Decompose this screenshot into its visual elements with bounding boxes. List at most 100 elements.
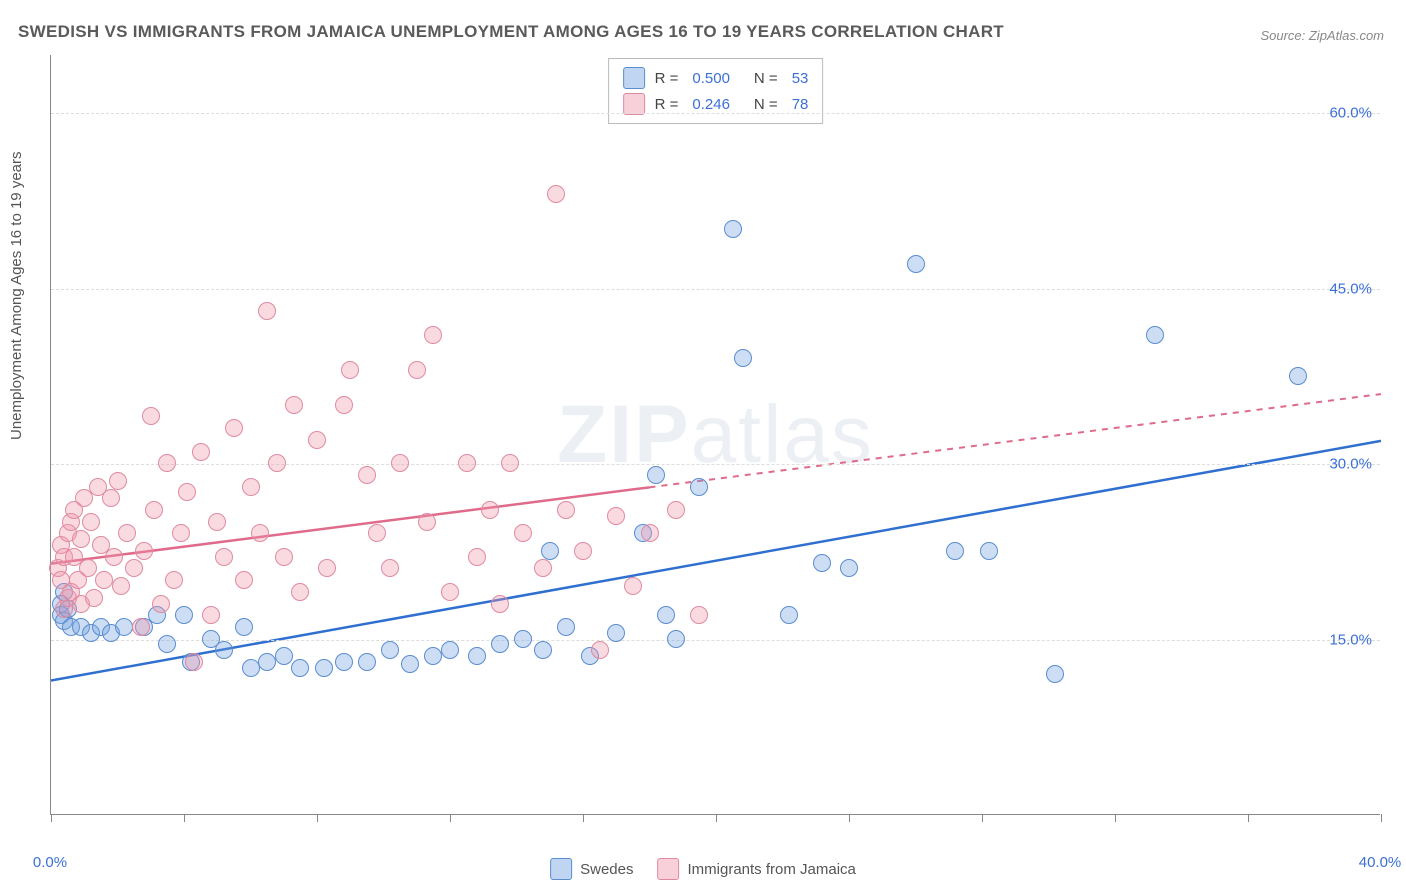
- swedes-point: [734, 349, 752, 367]
- x-tick: [849, 814, 850, 822]
- swedes-point: [980, 542, 998, 560]
- legend-label: Swedes: [580, 861, 633, 878]
- swedes-point: [441, 641, 459, 659]
- jamaica-point: [109, 472, 127, 490]
- jamaica-point: [125, 559, 143, 577]
- r-value: 0.246: [692, 96, 730, 113]
- jamaica-point: [142, 407, 160, 425]
- swedes-point: [335, 653, 353, 671]
- jamaica-point: [514, 524, 532, 542]
- swedes-point: [315, 659, 333, 677]
- swedes-point: [258, 653, 276, 671]
- jamaica-point: [82, 513, 100, 531]
- jamaica-point: [641, 524, 659, 542]
- jamaica-point: [178, 483, 196, 501]
- swedes-point: [1146, 326, 1164, 344]
- jamaica-point: [667, 501, 685, 519]
- jamaica-point: [235, 571, 253, 589]
- swedes-point: [514, 630, 532, 648]
- jamaica-point: [112, 577, 130, 595]
- stats-legend-row: R =0.500N =53: [623, 65, 809, 91]
- swedes-point: [813, 554, 831, 572]
- x-tick: [583, 814, 584, 822]
- n-value: 78: [792, 96, 809, 113]
- jamaica-point: [72, 530, 90, 548]
- swedes-point: [657, 606, 675, 624]
- jamaica-point: [368, 524, 386, 542]
- gridline: [51, 289, 1380, 290]
- jamaica-point: [202, 606, 220, 624]
- swedes-point: [534, 641, 552, 659]
- swedes-point: [491, 635, 509, 653]
- jamaica-point: [607, 507, 625, 525]
- x-tick: [982, 814, 983, 822]
- jamaica-point: [418, 513, 436, 531]
- swedes-point: [946, 542, 964, 560]
- swedes-point: [424, 647, 442, 665]
- swedes-point: [358, 653, 376, 671]
- jamaica-point: [165, 571, 183, 589]
- jamaica-point: [318, 559, 336, 577]
- watermark: ZIPatlas: [557, 388, 874, 482]
- jamaica-point: [547, 185, 565, 203]
- swedes-point: [275, 647, 293, 665]
- jamaica-point: [624, 577, 642, 595]
- jamaica-point: [308, 431, 326, 449]
- swedes-point: [242, 659, 260, 677]
- plot-area: ZIPatlas R =0.500N =53R =0.246N =78 15.0…: [50, 55, 1380, 815]
- jamaica-point: [591, 641, 609, 659]
- jamaica-point: [341, 361, 359, 379]
- swedes-point: [115, 618, 133, 636]
- swedes-point: [1289, 367, 1307, 385]
- jamaica-point: [458, 454, 476, 472]
- jamaica-point: [690, 606, 708, 624]
- gridline: [51, 113, 1380, 114]
- jamaica-point: [242, 478, 260, 496]
- swedes-point: [235, 618, 253, 636]
- x-tick: [317, 814, 318, 822]
- x-tick: [1248, 814, 1249, 822]
- legend-swatch: [550, 858, 572, 880]
- legend-swatch: [658, 858, 680, 880]
- swedes-point: [401, 655, 419, 673]
- jamaica-point: [79, 559, 97, 577]
- legend-swatch: [623, 93, 645, 115]
- jamaica-point: [468, 548, 486, 566]
- x-tick: [1115, 814, 1116, 822]
- swedes-point: [1046, 665, 1064, 683]
- jamaica-point: [135, 542, 153, 560]
- jamaica-point: [215, 548, 233, 566]
- swedes-point: [780, 606, 798, 624]
- jamaica-point: [85, 589, 103, 607]
- jamaica-point: [391, 454, 409, 472]
- y-tick-label: 60.0%: [1329, 105, 1372, 122]
- legend-item: Immigrants from Jamaica: [658, 858, 856, 880]
- jamaica-point: [534, 559, 552, 577]
- y-tick-label: 30.0%: [1329, 456, 1372, 473]
- legend-label: Immigrants from Jamaica: [688, 861, 856, 878]
- gridline: [51, 464, 1380, 465]
- jamaica-point: [132, 618, 150, 636]
- jamaica-point: [105, 548, 123, 566]
- jamaica-point: [152, 595, 170, 613]
- swedes-point: [381, 641, 399, 659]
- jamaica-point: [225, 419, 243, 437]
- jamaica-point: [408, 361, 426, 379]
- swedes-point: [215, 641, 233, 659]
- jamaica-point: [574, 542, 592, 560]
- jamaica-point: [102, 489, 120, 507]
- jamaica-point: [291, 583, 309, 601]
- bottom-legend: Swedes Immigrants from Jamaica: [550, 858, 856, 880]
- jamaica-point: [208, 513, 226, 531]
- swedes-point: [291, 659, 309, 677]
- swedes-point: [667, 630, 685, 648]
- swedes-point: [724, 220, 742, 238]
- n-label: N =: [754, 96, 778, 113]
- swedes-point: [158, 635, 176, 653]
- x-tick: [51, 814, 52, 822]
- y-tick-label: 15.0%: [1329, 631, 1372, 648]
- swedes-point: [907, 255, 925, 273]
- jamaica-point: [275, 548, 293, 566]
- x-tick: [184, 814, 185, 822]
- jamaica-point: [172, 524, 190, 542]
